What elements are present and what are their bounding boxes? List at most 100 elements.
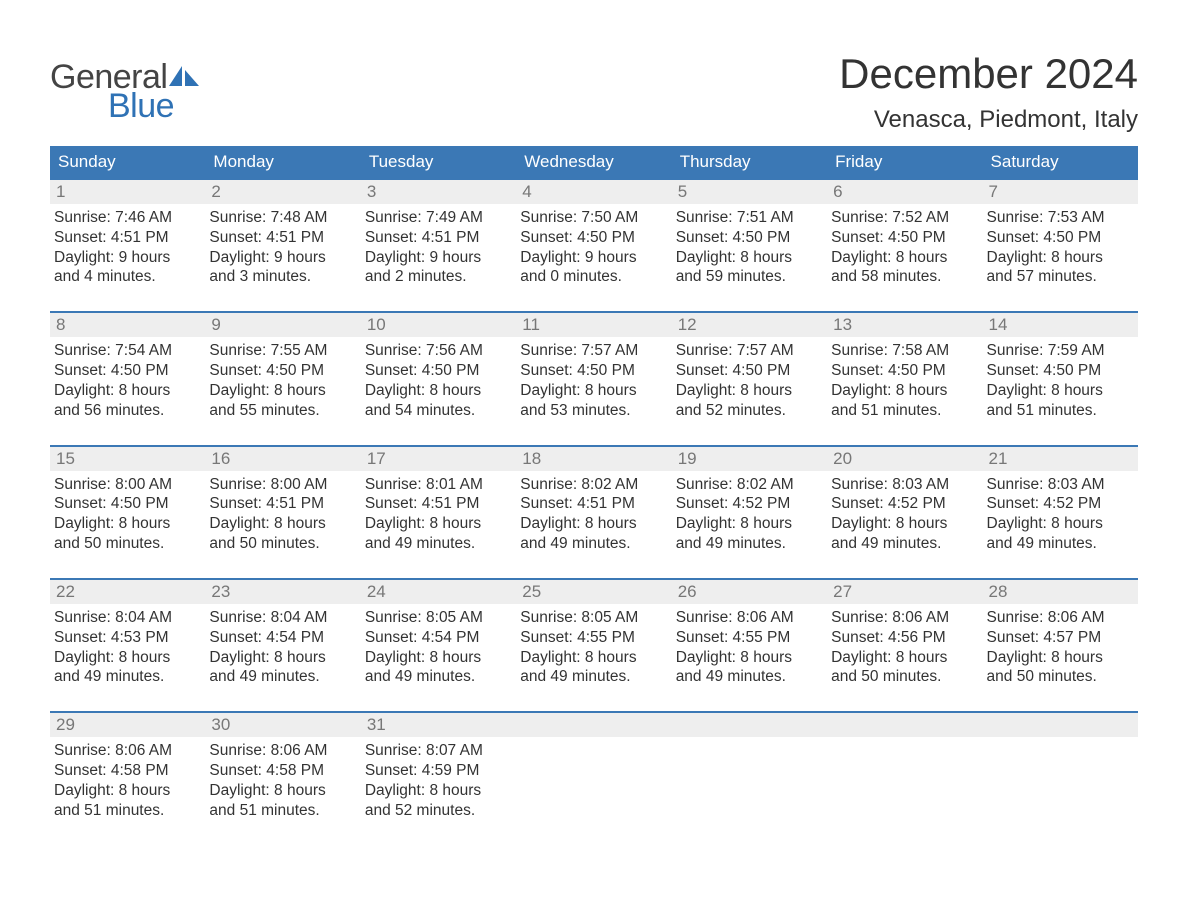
daylight-line-2: and 51 minutes. — [831, 401, 978, 421]
daylight-line-2: and 55 minutes. — [209, 401, 356, 421]
daylight-line-1: Daylight: 8 hours — [365, 514, 512, 534]
daylight-line-1: Daylight: 8 hours — [209, 514, 356, 534]
day-number: 28 — [983, 580, 1138, 604]
daylight-line-2: and 54 minutes. — [365, 401, 512, 421]
daylight-line-2: and 49 minutes. — [209, 667, 356, 687]
day-cell: 5 Sunrise: 7:51 AMSunset: 4:50 PMDaylight… — [672, 180, 827, 291]
daylight-line-2: and 4 minutes. — [54, 267, 201, 287]
sunrise-line: Sunrise: 7:55 AM — [209, 341, 356, 361]
daylight-line-2: and 51 minutes. — [987, 401, 1134, 421]
daylight-line-2: and 57 minutes. — [987, 267, 1134, 287]
day-number: 12 — [672, 313, 827, 337]
sunrise-line: Sunrise: 8:04 AM — [54, 608, 201, 628]
daylight-line-1: Daylight: 8 hours — [365, 381, 512, 401]
daylight-line-1: Daylight: 8 hours — [987, 648, 1134, 668]
day-cell: 9Sunrise: 7:55 AMSunset: 4:50 PMDaylight… — [205, 313, 360, 424]
day-cell: 4Sunrise: 7:50 AMSunset: 4:50 PMDaylight… — [516, 180, 671, 291]
day-number: 5 — [672, 180, 827, 204]
day-cell: 14Sunrise: 7:59 AMSunset: 4:50 PMDayligh… — [983, 313, 1138, 424]
day-number: 24 — [361, 580, 516, 604]
day-details: Sunrise: 7:49 AMSunset: 4:51 PMDaylight:… — [361, 204, 516, 291]
daylight-line-2: and 51 minutes. — [209, 801, 356, 821]
sunset-line: Sunset: 4:58 PM — [209, 761, 356, 781]
day-details: Sunrise: 7:46 AMSunset: 4:51 PMDaylight:… — [50, 204, 205, 291]
day-details: Sunrise: 7:55 AMSunset: 4:50 PMDaylight:… — [205, 337, 360, 424]
day-cell — [516, 713, 671, 824]
day-details: Sunrise: 8:03 AMSunset: 4:52 PMDaylight:… — [827, 471, 982, 558]
day-cell: 16Sunrise: 8:00 AMSunset: 4:51 PMDayligh… — [205, 447, 360, 558]
daylight-line-2: and 56 minutes. — [54, 401, 201, 421]
week-row: 15Sunrise: 8:00 AMSunset: 4:50 PMDayligh… — [50, 445, 1138, 558]
weekday-header: Tuesday — [361, 146, 516, 178]
day-cell: 26Sunrise: 8:06 AMSunset: 4:55 PMDayligh… — [672, 580, 827, 691]
daylight-line-2: and 49 minutes. — [365, 667, 512, 687]
day-details: Sunrise: 7:58 AMSunset: 4:50 PMDaylight:… — [827, 337, 982, 424]
day-number: 4 — [516, 180, 671, 204]
sunset-line: Sunset: 4:58 PM — [54, 761, 201, 781]
day-cell: 30Sunrise: 8:06 AMSunset: 4:58 PMDayligh… — [205, 713, 360, 824]
sunrise-line: Sunrise: 8:00 AM — [54, 475, 201, 495]
daylight-line-2: and 49 minutes. — [54, 667, 201, 687]
weekday-header: Wednesday — [516, 146, 671, 178]
day-details: Sunrise: 8:05 AMSunset: 4:55 PMDaylight:… — [516, 604, 671, 691]
day-cell: 6Sunrise: 7:52 AMSunset: 4:50 PMDaylight… — [827, 180, 982, 291]
sunset-line: Sunset: 4:59 PM — [365, 761, 512, 781]
sunrise-line: Sunrise: 7:53 AM — [987, 208, 1134, 228]
daylight-line-1: Daylight: 8 hours — [676, 514, 823, 534]
day-number: 14 — [983, 313, 1138, 337]
daylight-line-2: and 49 minutes. — [520, 534, 667, 554]
sunset-line: Sunset: 4:50 PM — [54, 361, 201, 381]
daylight-line-2: and 51 minutes. — [54, 801, 201, 821]
daylight-line-1: Daylight: 8 hours — [676, 381, 823, 401]
sunrise-line: Sunrise: 7:57 AM — [676, 341, 823, 361]
daylight-line-1: Daylight: 8 hours — [831, 381, 978, 401]
sunrise-line: Sunrise: 8:04 AM — [209, 608, 356, 628]
day-cell: 22Sunrise: 8:04 AMSunset: 4:53 PMDayligh… — [50, 580, 205, 691]
daylight-line-1: Daylight: 8 hours — [520, 381, 667, 401]
sunset-line: Sunset: 4:50 PM — [987, 228, 1134, 248]
day-cell: 13Sunrise: 7:58 AMSunset: 4:50 PMDayligh… — [827, 313, 982, 424]
sunrise-line: Sunrise: 7:59 AM — [987, 341, 1134, 361]
weeks-container: 1Sunrise: 7:46 AMSunset: 4:51 PMDaylight… — [50, 178, 1138, 825]
day-cell: 17Sunrise: 8:01 AMSunset: 4:51 PMDayligh… — [361, 447, 516, 558]
sunset-line: Sunset: 4:50 PM — [365, 361, 512, 381]
daylight-line-1: Daylight: 8 hours — [676, 248, 823, 268]
day-number: 9 — [205, 313, 360, 337]
day-details: Sunrise: 7:53 AMSunset: 4:50 PMDaylight:… — [983, 204, 1138, 291]
daylight-line-2: and 50 minutes. — [987, 667, 1134, 687]
weekday-header: Friday — [827, 146, 982, 178]
daylight-line-1: Daylight: 9 hours — [365, 248, 512, 268]
day-number: 29 — [50, 713, 205, 737]
day-cell: 28Sunrise: 8:06 AMSunset: 4:57 PMDayligh… — [983, 580, 1138, 691]
daylight-line-2: and 52 minutes. — [365, 801, 512, 821]
day-cell: 20Sunrise: 8:03 AMSunset: 4:52 PMDayligh… — [827, 447, 982, 558]
day-details: Sunrise: 8:06 AMSunset: 4:57 PMDaylight:… — [983, 604, 1138, 691]
day-cell — [983, 713, 1138, 824]
daylight-line-1: Daylight: 8 hours — [209, 381, 356, 401]
day-number: 23 — [205, 580, 360, 604]
day-number: 11 — [516, 313, 671, 337]
sunset-line: Sunset: 4:53 PM — [54, 628, 201, 648]
daylight-line-1: Daylight: 8 hours — [987, 381, 1134, 401]
sunrise-line: Sunrise: 8:05 AM — [520, 608, 667, 628]
weekday-header: Monday — [205, 146, 360, 178]
day-cell: 1Sunrise: 7:46 AMSunset: 4:51 PMDaylight… — [50, 180, 205, 291]
daylight-line-1: Daylight: 8 hours — [365, 648, 512, 668]
daylight-line-2: and 49 minutes. — [831, 534, 978, 554]
day-details: Sunrise: 8:06 AMSunset: 4:55 PMDaylight:… — [672, 604, 827, 691]
sunrise-line: Sunrise: 8:02 AM — [676, 475, 823, 495]
sunrise-line: Sunrise: 7:51 AM — [676, 208, 823, 228]
day-details: Sunrise: 8:00 AMSunset: 4:50 PMDaylight:… — [50, 471, 205, 558]
day-number: 25 — [516, 580, 671, 604]
sunrise-line: Sunrise: 8:07 AM — [365, 741, 512, 761]
sunrise-line: Sunrise: 7:48 AM — [209, 208, 356, 228]
sunset-line: Sunset: 4:50 PM — [676, 228, 823, 248]
day-cell: 15Sunrise: 8:00 AMSunset: 4:50 PMDayligh… — [50, 447, 205, 558]
sunrise-line: Sunrise: 7:49 AM — [365, 208, 512, 228]
day-cell: 21Sunrise: 8:03 AMSunset: 4:52 PMDayligh… — [983, 447, 1138, 558]
sunrise-line: Sunrise: 8:02 AM — [520, 475, 667, 495]
day-number: 1 — [50, 180, 205, 204]
logo-text-blue: Blue — [108, 87, 199, 126]
daylight-line-2: and 52 minutes. — [676, 401, 823, 421]
sunset-line: Sunset: 4:51 PM — [520, 494, 667, 514]
